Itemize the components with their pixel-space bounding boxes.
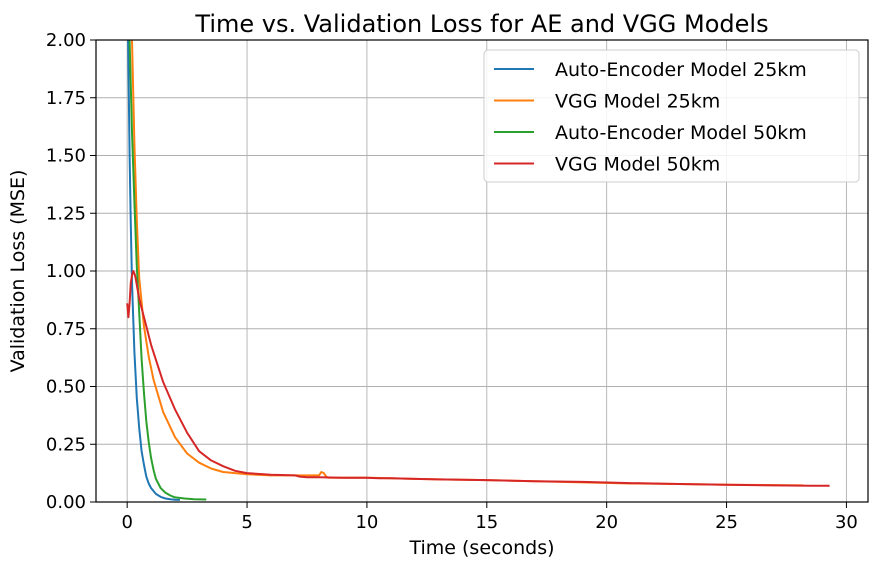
x-tick-label: 10	[355, 512, 378, 533]
y-tick-label: 0.75	[46, 319, 86, 340]
y-tick-label: 0.50	[46, 377, 86, 398]
legend-label: Auto-Encoder Model 50km	[555, 122, 807, 144]
x-tick-label: 15	[475, 512, 498, 533]
y-tick-label: 2.00	[46, 30, 86, 51]
x-axis-label: Time (seconds)	[408, 537, 554, 559]
legend: Auto-Encoder Model 25km VGG Model 25km Aut…	[483, 49, 860, 183]
y-tick-label: 1.50	[46, 146, 86, 167]
x-tick-label: 25	[715, 512, 738, 533]
y-axis: 0.00 0.25 0.50 0.75 1.00 1.25 1.50 1.75 2.00	[46, 30, 96, 513]
x-tick-label: 30	[835, 512, 858, 533]
legend-box	[483, 49, 860, 183]
chart-title: Time vs. Validation Loss for AE and VGG …	[194, 10, 768, 38]
y-tick-label: 0.00	[46, 492, 86, 513]
y-axis-label: Validation Loss (MSE)	[7, 170, 29, 373]
series-layer	[126, 40, 830, 501]
legend-label: VGG Model 50km	[555, 154, 720, 176]
x-tick-label: 0	[121, 512, 132, 533]
y-tick-label: 1.75	[46, 88, 86, 109]
series-line-3	[128, 40, 207, 501]
series-line-1	[127, 40, 180, 501]
y-tick-label: 1.00	[46, 261, 86, 282]
x-axis: 0 5 10 15 20 25 30	[121, 502, 858, 533]
y-tick-label: 0.25	[46, 434, 86, 455]
legend-label: Auto-Encoder Model 25km	[555, 59, 807, 81]
x-tick-label: 20	[595, 512, 618, 533]
legend-label: VGG Model 25km	[555, 91, 720, 113]
series-line-4	[126, 270, 830, 487]
x-tick-label: 5	[241, 512, 252, 533]
y-tick-label: 1.25	[46, 203, 86, 224]
